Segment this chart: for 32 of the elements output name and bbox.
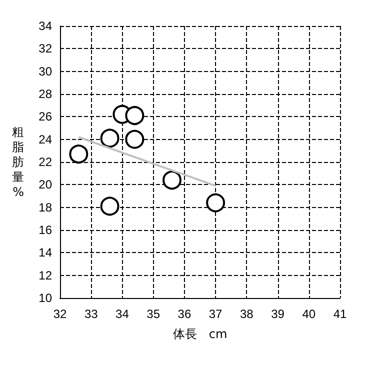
x-tick-label: 39 [271,307,285,321]
y-tick-label: 30 [38,64,52,78]
point [100,196,120,216]
y-tick-label: 18 [38,200,52,214]
y-tick-label: 22 [38,155,52,169]
y-tick-label: 24 [38,132,52,146]
x-tick-label: 32 [53,307,67,321]
y-tick-label: 28 [38,87,52,101]
x-tick-label: 41 [333,307,347,321]
point [100,128,120,148]
y-tick-label: 12 [38,268,52,282]
x-tick-label: 40 [302,307,316,321]
point [162,170,182,190]
y-tick-label: 16 [38,223,52,237]
y-tick-label: 32 [38,42,52,56]
y-tick-label: 14 [38,246,52,260]
x-tick-label: 36 [178,307,192,321]
point [125,130,144,149]
x-axis-title: 体長 cm [172,327,228,341]
point [69,144,88,164]
x-tick-label: 34 [116,307,130,321]
point [206,193,226,212]
y-axis-title: 粗脂肪量% [12,125,24,199]
x-tick-label: 37 [208,307,223,321]
x-tick-label: 38 [240,307,254,321]
x-tick-label: 35 [146,307,160,321]
x-tick-label: 33 [84,307,98,321]
y-tick-label: 20 [38,178,52,192]
point [125,106,144,126]
y-tick-label: 10 [38,291,52,305]
y-tick-label: 34 [38,19,52,33]
y-tick-label: 26 [38,110,52,124]
